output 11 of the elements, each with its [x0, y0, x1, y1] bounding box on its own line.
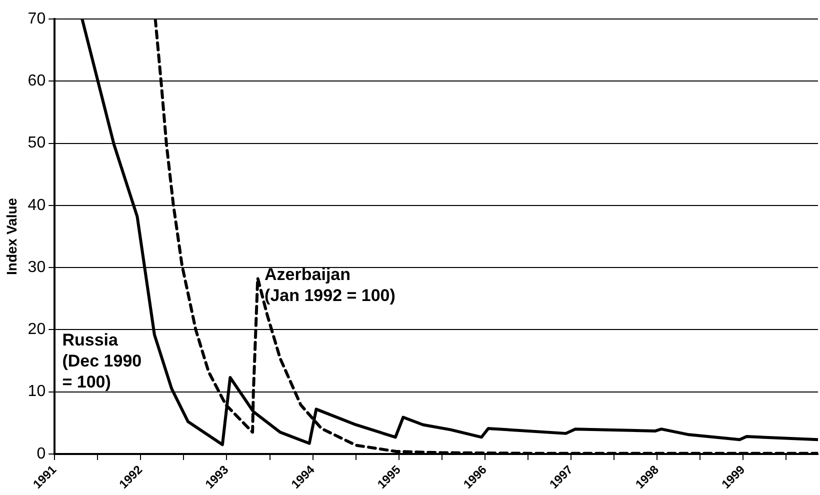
series-label: Azerbaijan (Jan 1992 = 100) — [264, 265, 396, 306]
y-tick-label: 60 — [28, 72, 46, 90]
y-tick-label: 70 — [28, 10, 46, 28]
y-tick-label: 30 — [28, 258, 46, 276]
y-tick-label: 20 — [28, 321, 46, 338]
y-axis-title: Index Value — [3, 198, 20, 275]
y-tick-label: 10 — [28, 383, 46, 400]
y-tick-label: 0 — [36, 445, 46, 462]
y-tick-label: 40 — [28, 196, 46, 214]
y-tick-label: 50 — [28, 134, 46, 152]
series-label: Russia (Dec 1990 = 100) — [62, 330, 142, 392]
